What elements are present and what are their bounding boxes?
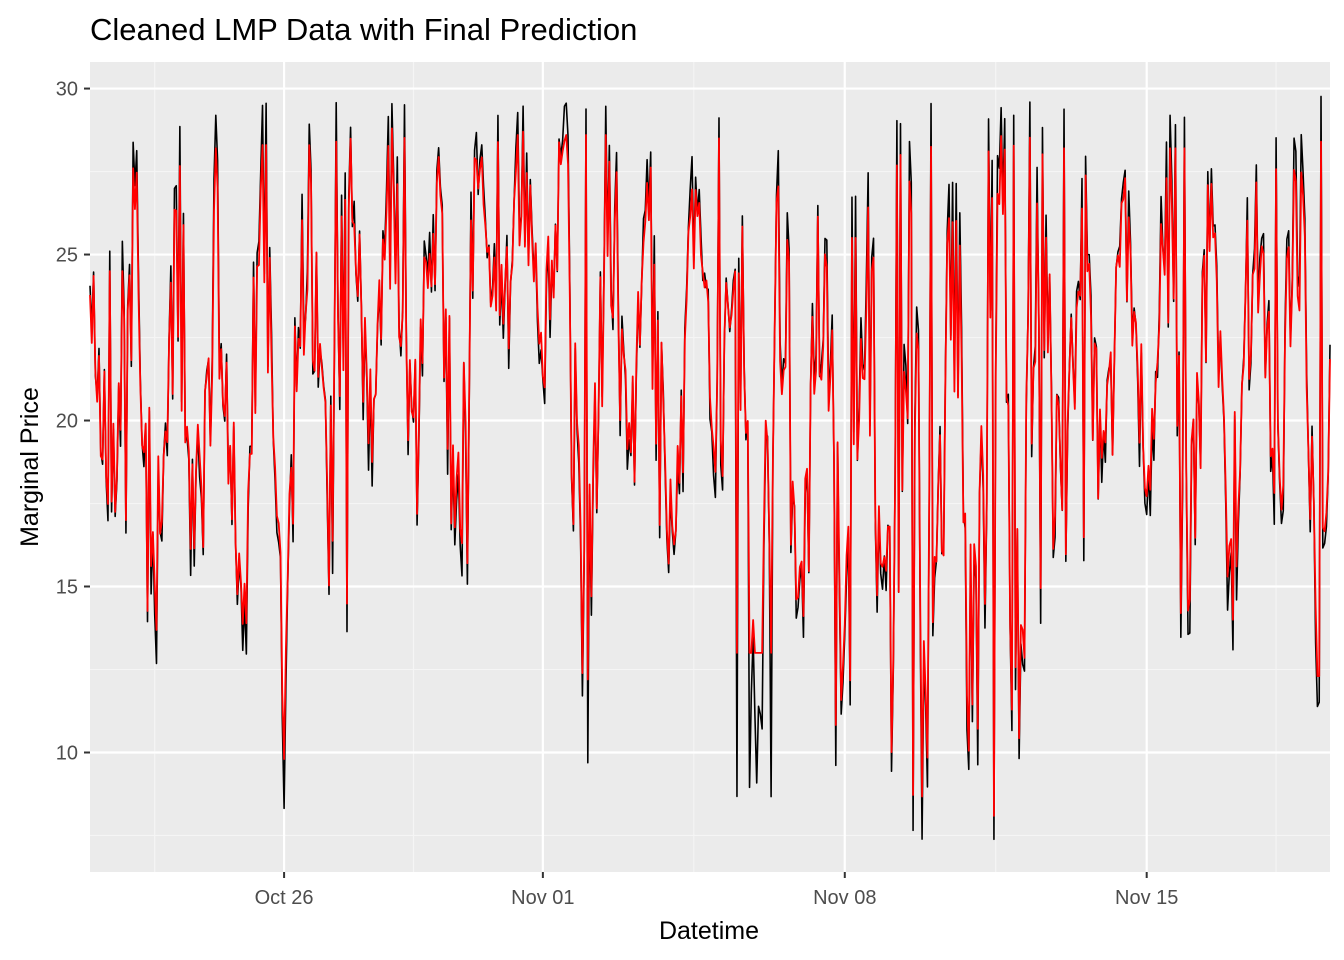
y-axis-title: Marginal Price	[16, 387, 44, 547]
y-axis: 10 15 20 25 30	[56, 79, 90, 764]
y-tick-label: 30	[56, 79, 78, 101]
y-tick-label: 15	[56, 577, 78, 599]
series-layer	[89, 95, 1331, 841]
chart-title: Cleaned LMP Data with Final Prediction	[90, 12, 637, 47]
y-tick-label: 10	[56, 742, 78, 764]
x-tick-label: Oct 26	[255, 887, 314, 909]
x-axis-title: Datetime	[659, 917, 759, 945]
x-tick-label: Nov 01	[511, 887, 574, 909]
grid-minor-lines	[90, 62, 1330, 872]
y-tick-label: 20	[56, 411, 78, 433]
x-tick-label: Nov 08	[813, 887, 876, 909]
y-tick-label: 25	[56, 245, 78, 267]
series-line-prediction	[89, 127, 1331, 817]
x-tick-label: Nov 15	[1115, 887, 1178, 909]
x-axis: Oct 26 Nov 01 Nov 08 Nov 15	[255, 872, 1178, 909]
grid-major-lines	[90, 62, 1330, 872]
